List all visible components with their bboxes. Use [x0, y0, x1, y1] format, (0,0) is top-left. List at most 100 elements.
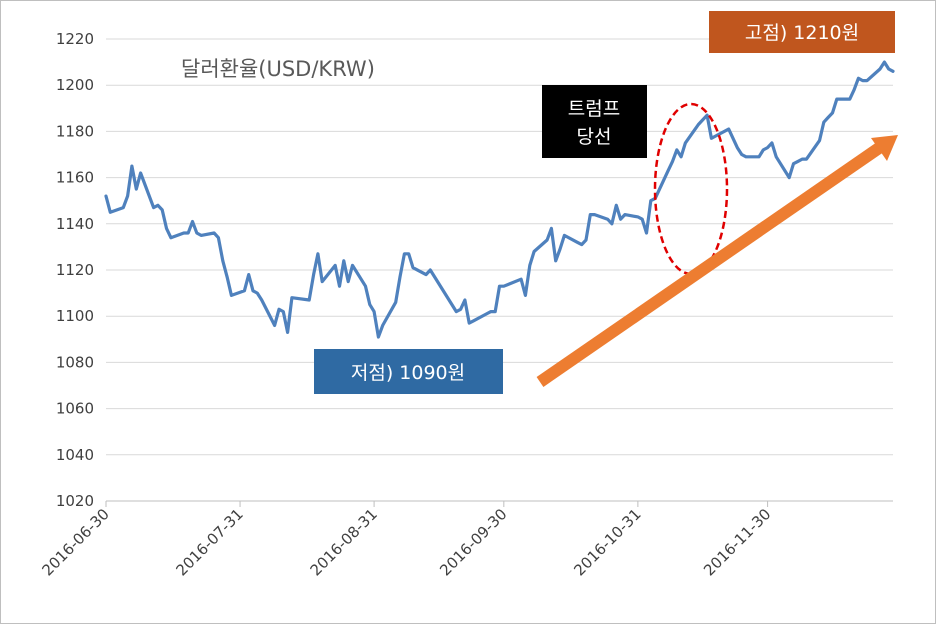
data-point: [558, 248, 562, 251]
y-tick-label: 1060: [56, 400, 94, 418]
y-tick-label: 1020: [56, 492, 94, 510]
x-tick-label: 2016-09-30: [436, 505, 510, 579]
data-point: [342, 259, 345, 262]
data-point: [463, 298, 467, 302]
data-point: [308, 298, 311, 302]
data-point: [282, 310, 285, 313]
data-point: [368, 303, 371, 306]
low-annotation-box: 저점) 1090원: [314, 349, 503, 394]
x-tick-label: 2016-11-30: [700, 505, 774, 579]
y-tick-label: 1080: [56, 353, 94, 371]
data-point: [195, 231, 198, 235]
data-point: [792, 162, 795, 165]
data-point: [243, 289, 246, 292]
trend-arrow: [536, 135, 898, 387]
data-point: [645, 231, 648, 235]
data-point: [826, 116, 830, 119]
data-point: [623, 213, 627, 216]
event-box-bg: [542, 85, 647, 158]
data-point: [316, 252, 320, 255]
data-point: [835, 97, 838, 101]
data-point: [710, 137, 713, 140]
high-annotation-box: 고점) 1210원: [709, 11, 895, 53]
data-point: [883, 60, 886, 64]
data-point: [429, 268, 432, 272]
data-point: [321, 280, 324, 283]
data-point: [641, 218, 644, 221]
x-tick-label: 2016-06-30: [38, 505, 112, 579]
high-box-bg: [709, 11, 895, 53]
y-tick-label: 1180: [56, 122, 94, 140]
data-point: [740, 153, 743, 156]
data-point: [589, 213, 592, 216]
data-point: [796, 160, 800, 163]
data-point: [135, 187, 138, 191]
data-point: [865, 79, 869, 82]
data-point: [217, 236, 220, 239]
data-point: [364, 285, 367, 288]
data-point: [580, 243, 583, 246]
data-point: [398, 275, 402, 279]
data-point: [775, 155, 778, 158]
data-point: [727, 127, 730, 131]
data-point: [156, 204, 160, 207]
data-point: [528, 264, 531, 267]
data-point: [221, 259, 224, 262]
data-point: [878, 67, 882, 71]
data-point: [165, 227, 168, 230]
x-axis-ticks: 2016-06-30 2016-07-31 2016-08-31 2016-09-30…: [38, 501, 774, 579]
low-box-bg: [314, 349, 503, 394]
data-point: [831, 111, 834, 115]
x-tick-label: 2016-07-31: [172, 505, 246, 579]
data-point: [182, 231, 185, 235]
series-line: [104, 60, 895, 339]
data-point: [312, 273, 315, 276]
data-point: [697, 123, 700, 126]
data-point: [351, 264, 354, 267]
data-point: [290, 296, 294, 299]
data-point: [705, 114, 709, 117]
data-point: [372, 310, 376, 313]
data-point: [519, 278, 523, 281]
data-point: [684, 141, 687, 145]
data-point: [247, 273, 250, 276]
data-point: [104, 194, 108, 198]
y-tick-label: 1140: [56, 215, 94, 233]
data-point: [489, 310, 493, 313]
data-point: [256, 291, 259, 295]
data-point: [891, 70, 895, 73]
data-point: [593, 213, 596, 216]
data-point: [675, 148, 678, 152]
data-point: [169, 236, 173, 239]
data-point: [619, 218, 622, 221]
data-point: [524, 294, 527, 297]
data-point: [230, 294, 233, 297]
data-point: [187, 231, 190, 235]
x-tick-label: 2016-10-31: [570, 505, 644, 579]
data-point: [788, 176, 791, 179]
data-point: [381, 324, 384, 327]
data-point: [679, 155, 683, 158]
data-point: [109, 211, 112, 214]
low-label: 저점) 1090원: [351, 362, 465, 384]
event-annotation-box: 트럼프 당선: [542, 85, 647, 158]
data-point: [459, 308, 462, 311]
data-point: [606, 218, 609, 221]
data-point: [610, 222, 614, 225]
y-axis-ticks: 1020 1040 1060 1080 1100 1120 1140 1160 1180 1200…: [56, 30, 94, 510]
data-point: [545, 238, 549, 242]
data-point: [411, 266, 415, 269]
data-point: [424, 273, 428, 276]
high-label: 고점) 1210원: [745, 22, 859, 44]
data-point: [502, 285, 505, 288]
data-point: [576, 241, 579, 244]
event-label-line2: 당선: [577, 126, 612, 148]
data-point: [472, 319, 475, 322]
data-point: [736, 146, 739, 149]
series-points: [104, 60, 895, 339]
data-point: [666, 169, 670, 172]
y-tick-label: 1200: [56, 76, 94, 94]
data-point: [615, 204, 618, 207]
data-point: [861, 79, 864, 82]
y-tick-label: 1160: [56, 169, 94, 187]
